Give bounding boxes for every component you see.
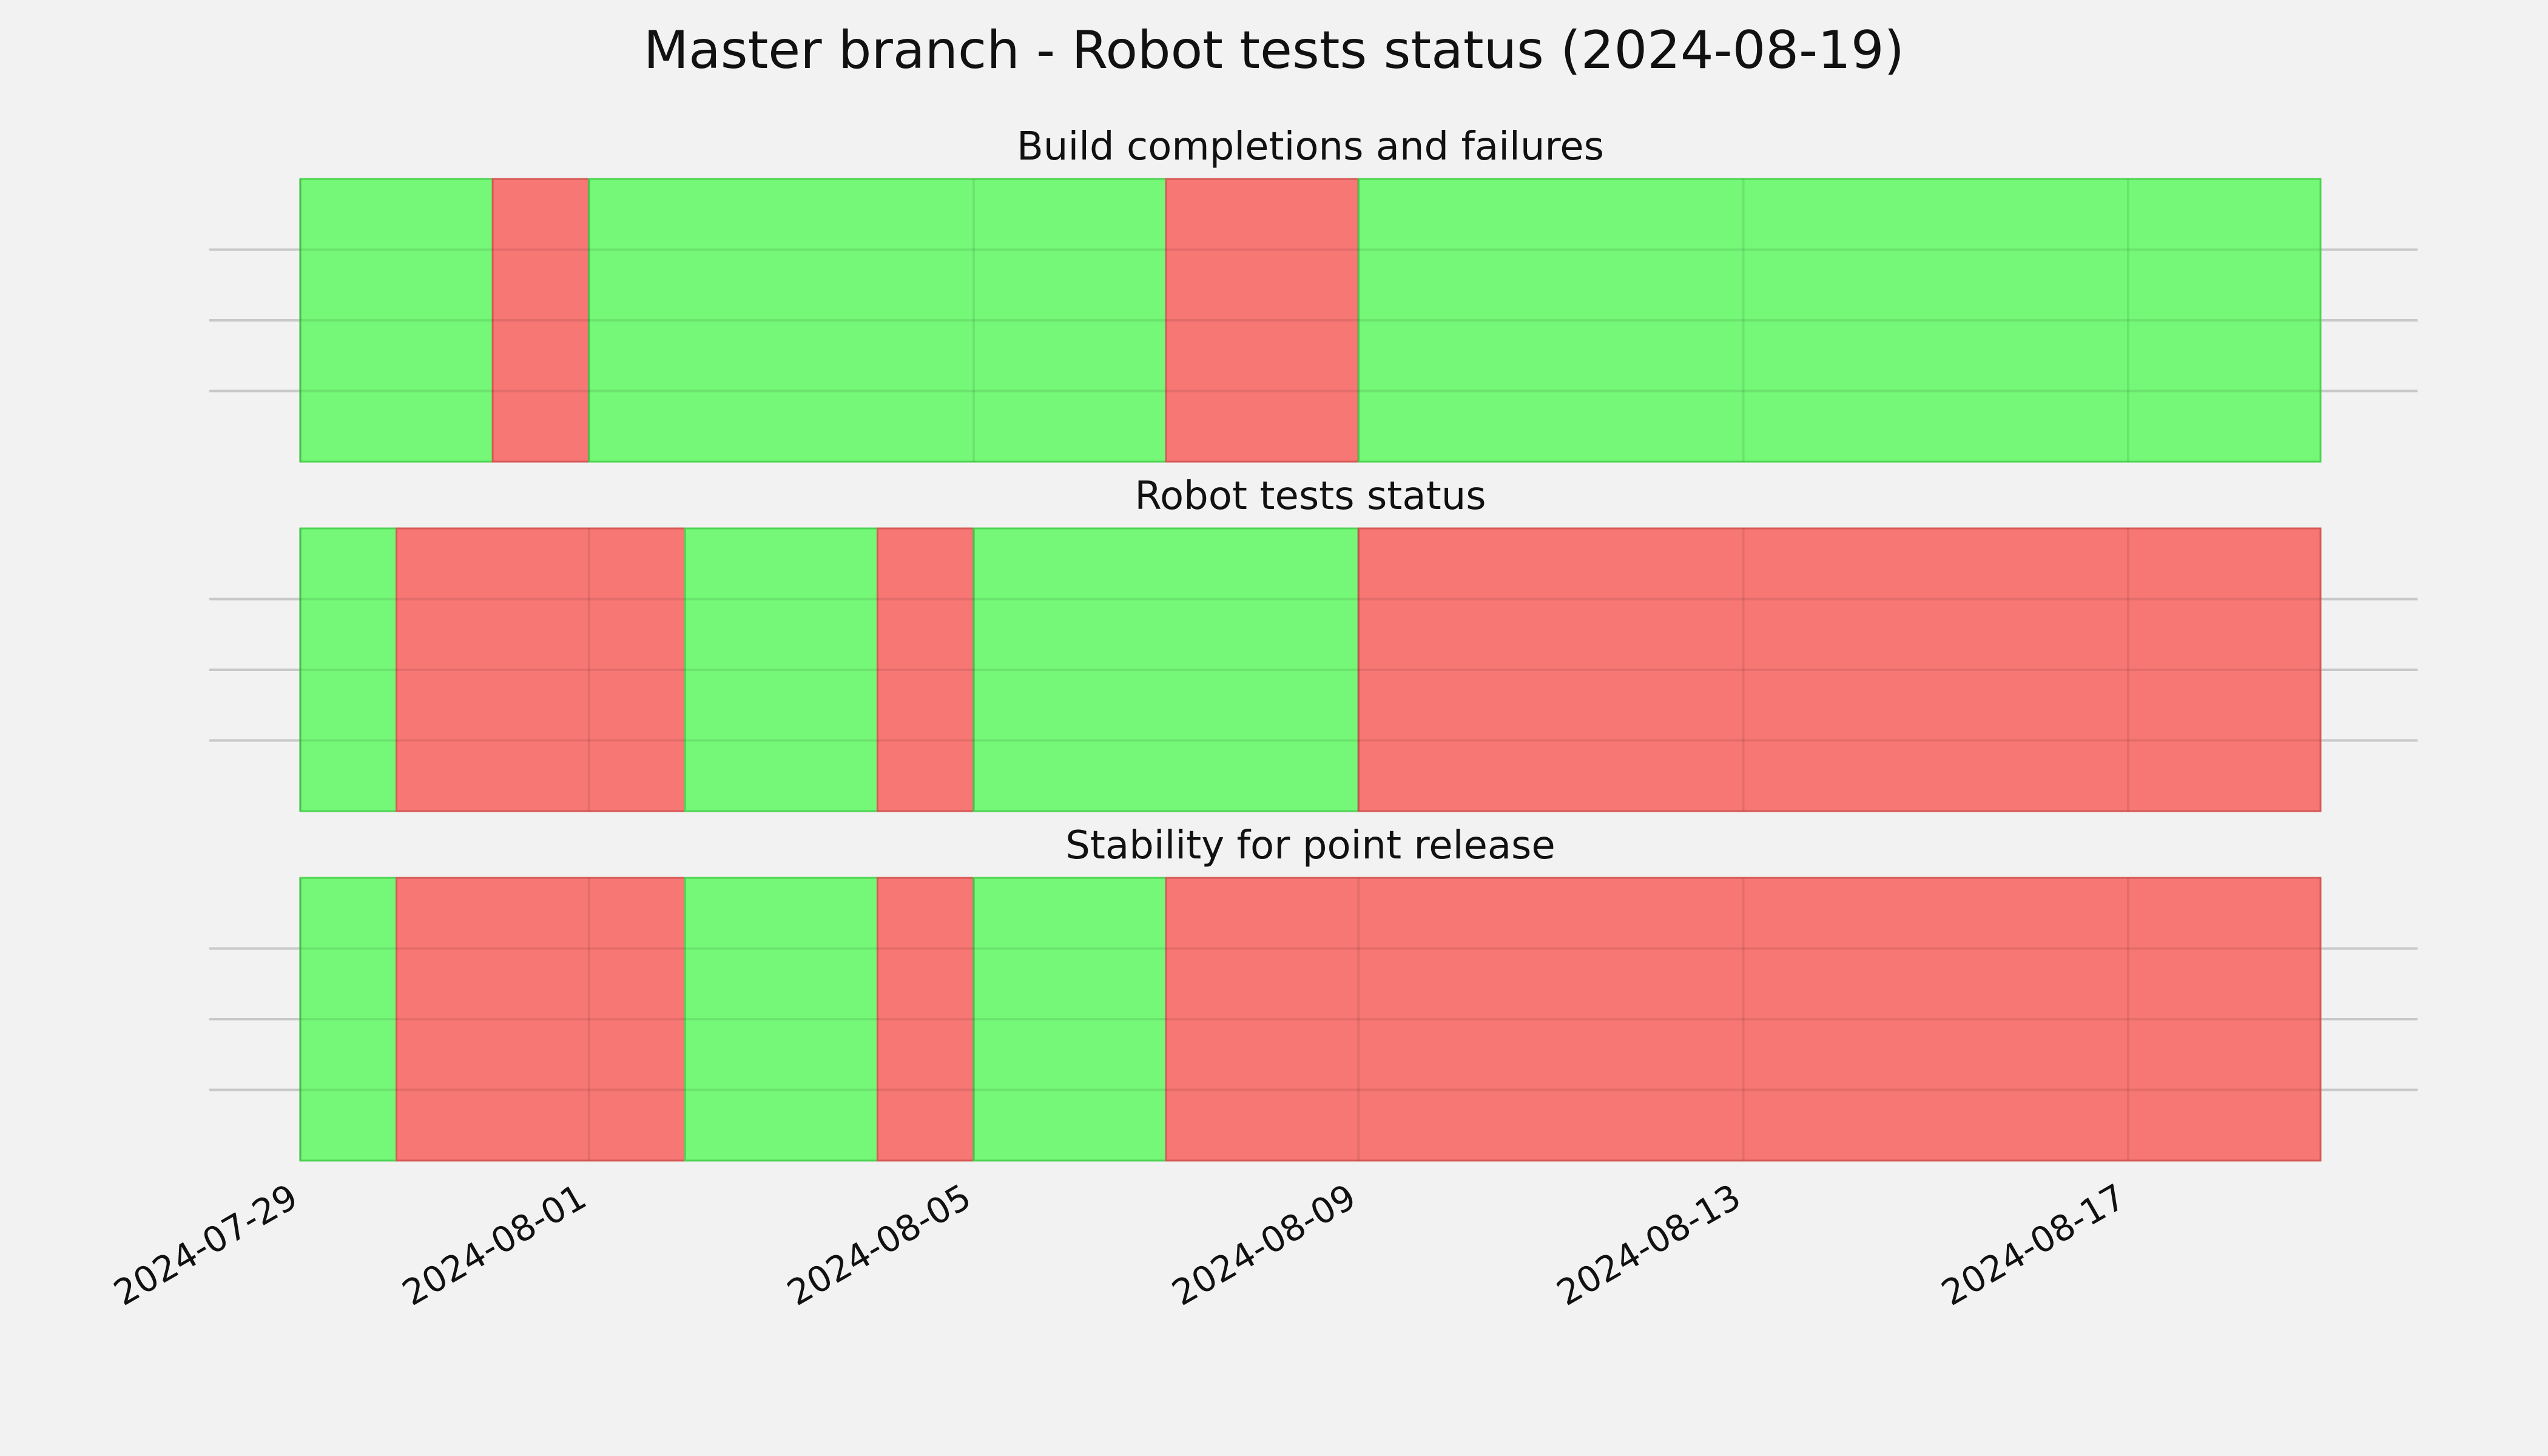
panels-group: Build completions and failures Robot test…: [209, 124, 2418, 1162]
status-segment-fail: [1165, 178, 1360, 463]
status-segment-pass: [972, 527, 1360, 812]
x-tick-label: 2024-08-13: [1550, 1176, 1748, 1313]
x-tick-label: 2024-08-01: [396, 1176, 593, 1313]
status-segment-fail: [876, 877, 975, 1162]
status-segment-pass: [972, 877, 1167, 1162]
x-tick-label: 2024-07-29: [107, 1176, 305, 1313]
status-segment-fail: [1165, 877, 2322, 1162]
status-segment-pass: [1357, 178, 2322, 463]
panel-title: Stability for point release: [1065, 823, 1555, 868]
chart-title: Master branch - Robot tests status (2024…: [644, 20, 1904, 81]
panel-1: Build completions and failures: [209, 124, 2418, 463]
x-axis: 2024-07-29 2024-08-01 2024-08-05 2024-08-09…: [107, 1176, 2132, 1313]
status-segment-fail: [396, 877, 686, 1162]
panel-title: Robot tests status: [1134, 474, 1486, 519]
status-segment-pass: [299, 527, 398, 812]
status-segment-fail: [491, 178, 590, 463]
panel-2: Robot tests status: [209, 474, 2418, 812]
x-tick-label: 2024-08-05: [780, 1176, 978, 1313]
status-segment-pass: [299, 877, 398, 1162]
panel-title: Build completions and failures: [1017, 124, 1604, 169]
status-segment-pass: [684, 527, 878, 812]
x-tick-label: 2024-08-17: [1935, 1176, 2132, 1313]
status-segment-pass: [299, 178, 494, 463]
panel-3: Stability for point release: [209, 823, 2418, 1162]
status-segment-fail: [876, 527, 975, 812]
x-tick-label: 2024-08-09: [1165, 1176, 1363, 1313]
status-segment-fail: [1357, 527, 2322, 812]
status-segment-pass: [684, 877, 878, 1162]
status-segment-fail: [396, 527, 686, 812]
status-segment-pass: [588, 178, 1167, 463]
